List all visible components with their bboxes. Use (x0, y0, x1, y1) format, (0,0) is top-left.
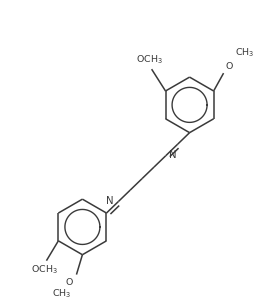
Text: N: N (169, 150, 176, 160)
Text: N: N (106, 195, 113, 206)
Text: OCH$_3$: OCH$_3$ (136, 54, 163, 66)
Text: CH$_3$: CH$_3$ (52, 288, 72, 300)
Text: CH$_3$: CH$_3$ (235, 47, 255, 59)
Text: OCH$_3$: OCH$_3$ (31, 264, 58, 276)
Text: O: O (225, 62, 233, 71)
Text: O: O (65, 278, 72, 287)
